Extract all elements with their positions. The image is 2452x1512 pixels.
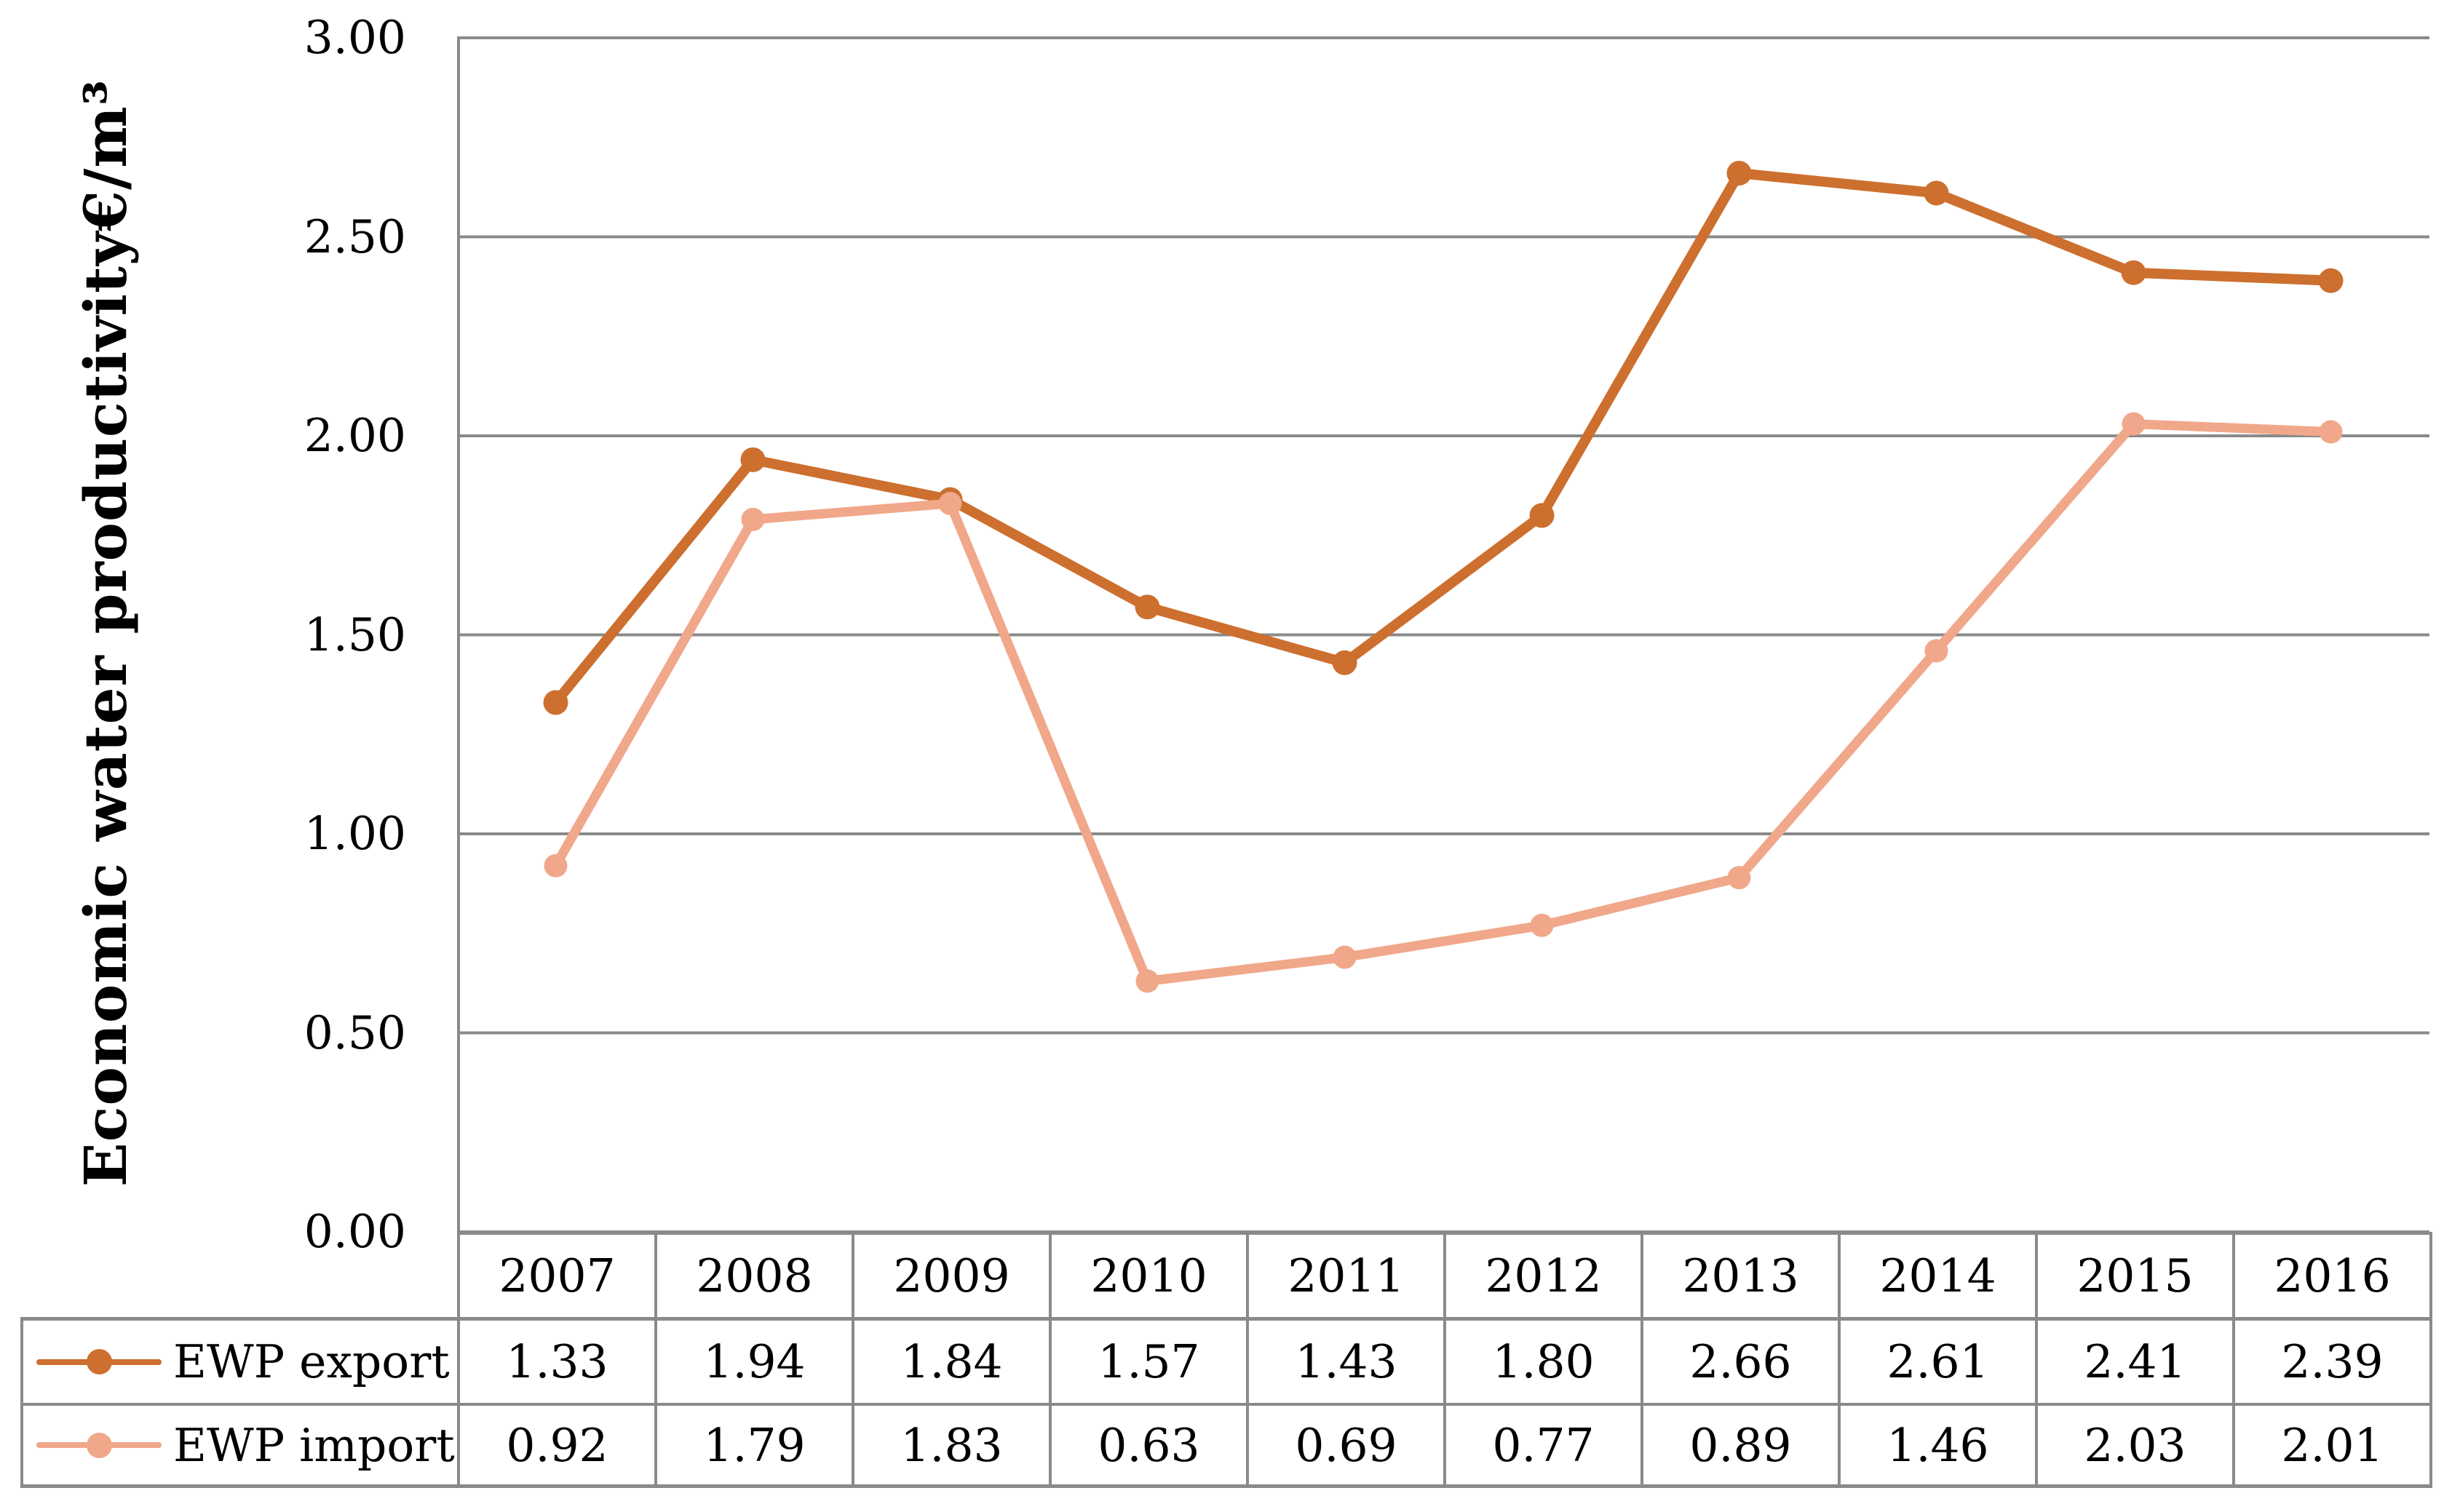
ewp-import-value-cell: 0.69 <box>1249 1406 1446 1484</box>
year-header-cell: 2014 <box>1841 1235 2038 1317</box>
ewp-import-value-cell: 1.79 <box>657 1406 854 1484</box>
data-point-ewp-export-2012 <box>1529 503 1555 528</box>
year-header-cell: 2015 <box>2038 1235 2235 1317</box>
ewp-export-value-cell: 1.57 <box>1052 1321 1249 1403</box>
year-header-cell: 2011 <box>1249 1235 1446 1317</box>
year-header-cell: 2007 <box>460 1235 657 1317</box>
ewp-import-value-cell: 1.46 <box>1841 1406 2038 1484</box>
ewp-import-value-cell: 1.83 <box>854 1406 1052 1484</box>
legend-item-ewp-export: EWP export <box>23 1321 460 1403</box>
plot-area <box>457 36 2429 1233</box>
table-header-row-years: 2007 2008 2009 2010 2011 2012 2013 2014 2015 2016 <box>457 1232 2432 1317</box>
ewp-import-value-cell: 0.89 <box>1643 1406 1841 1484</box>
data-point-ewp-export-2010 <box>1135 594 1160 620</box>
ewp-import-line-marker-icon <box>36 1432 162 1458</box>
y-tick-label: 0.50 <box>303 1006 406 1059</box>
legend-item-ewp-import: EWP import <box>23 1406 460 1484</box>
ewp-import-value-cell: 0.63 <box>1052 1406 1249 1484</box>
ewp-import-marker-dot-icon <box>86 1432 112 1458</box>
ewp-import-value-cell: 2.01 <box>2235 1406 2432 1484</box>
data-point-ewp-import-2011 <box>1333 945 1357 969</box>
data-point-ewp-import-2014 <box>1924 639 1948 663</box>
year-header-cell: 2013 <box>1643 1235 1841 1317</box>
table-row-ewp-export: EWP export 1.33 1.94 1.84 1.57 1.43 1.80 2.66 2… <box>20 1317 2432 1403</box>
ewp-import-value-cell: 0.92 <box>460 1406 657 1484</box>
y-tick-label: 3.00 <box>303 11 406 64</box>
ewp-export-value-cell: 2.66 <box>1643 1321 1841 1403</box>
data-point-ewp-import-2012 <box>1530 913 1554 937</box>
year-header-cell: 2016 <box>2235 1235 2432 1317</box>
legend-label-ewp-import: EWP import <box>173 1418 455 1472</box>
y-axis-title: Economic water productivity€/m³ <box>71 79 140 1187</box>
year-header-cell: 2009 <box>854 1235 1052 1317</box>
data-point-ewp-export-2011 <box>1332 650 1357 675</box>
ewp-export-value-cell: 2.41 <box>2038 1321 2235 1403</box>
series-line-ewp-import <box>551 419 2336 986</box>
ewp-export-value-cell: 2.61 <box>1841 1321 2038 1403</box>
data-point-ewp-import-2016 <box>2319 420 2343 444</box>
data-point-ewp-import-2009 <box>938 491 962 515</box>
data-point-ewp-import-2015 <box>2122 412 2146 436</box>
y-tick-label: 1.50 <box>303 608 406 661</box>
ewp-export-value-cell: 1.80 <box>1446 1321 1643 1403</box>
data-point-ewp-export-2014 <box>1924 180 1949 206</box>
year-header-cell: 2012 <box>1446 1235 1643 1317</box>
data-point-ewp-export-2013 <box>1726 160 1752 186</box>
data-point-ewp-export-2008 <box>740 447 766 472</box>
y-tick-label: 2.00 <box>303 409 406 462</box>
ewp-export-value-cell: 1.94 <box>657 1321 854 1403</box>
ewp-export-value-cell: 1.43 <box>1249 1321 1446 1403</box>
year-header-cell: 2008 <box>657 1235 854 1317</box>
ewp-export-marker-dot-icon <box>86 1349 112 1374</box>
year-header-cell: 2010 <box>1052 1235 1249 1317</box>
data-point-ewp-export-2007 <box>543 690 568 715</box>
ewp-export-value-cell: 1.33 <box>460 1321 657 1403</box>
y-axis-title-box: Economic water productivity€/m³ <box>7 35 204 1232</box>
ewp-export-value-cell: 2.39 <box>2235 1321 2432 1403</box>
series-line-ewp-export <box>550 167 2336 708</box>
table-row-ewp-import: EWP import 0.92 1.79 1.83 0.63 0.69 0.77 0.89 1… <box>20 1403 2432 1488</box>
data-point-ewp-export-2015 <box>2121 260 2146 285</box>
ewp-export-line-marker-icon <box>36 1349 162 1374</box>
y-tick-label: 0.00 <box>303 1205 406 1258</box>
y-tick-label: 1.00 <box>303 807 406 860</box>
ewp-import-value-cell: 0.77 <box>1446 1406 1643 1484</box>
ewp-export-value-cell: 1.84 <box>854 1321 1052 1403</box>
ewp-import-value-cell: 2.03 <box>2038 1406 2235 1484</box>
data-point-ewp-import-2013 <box>1727 866 1751 890</box>
legend-label-ewp-export: EWP export <box>173 1335 450 1388</box>
data-point-ewp-import-2007 <box>544 854 568 878</box>
data-point-ewp-import-2008 <box>741 507 765 531</box>
data-point-ewp-import-2010 <box>1135 969 1159 993</box>
y-tick-label: 2.50 <box>303 210 406 263</box>
data-point-ewp-export-2016 <box>2318 268 2344 293</box>
